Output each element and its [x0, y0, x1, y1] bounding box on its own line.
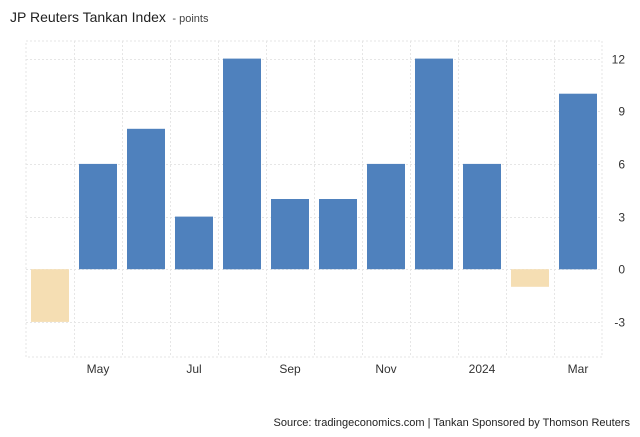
bar-mar[interactable]	[559, 93, 597, 270]
bar-may[interactable]	[79, 163, 117, 270]
bar-jun[interactable]	[127, 128, 165, 270]
y-tick-label: 12	[612, 53, 626, 67]
bar-nov[interactable]	[367, 163, 405, 270]
x-tick-label: 2024	[469, 362, 496, 376]
bar-feb[interactable]	[511, 269, 549, 287]
bar-dec[interactable]	[415, 58, 453, 270]
x-tick-label: May	[87, 362, 110, 376]
bar-jul[interactable]	[175, 216, 213, 270]
y-tick-label: 6	[618, 158, 625, 172]
axes: 12 9 6 3 0 -3 May Jul Sep Nov 2024 Mar	[87, 53, 626, 377]
y-tick-label: 3	[618, 211, 625, 225]
grid-lines	[25, 40, 603, 358]
source-note: Source: tradingeconomics.com | Tankan Sp…	[273, 417, 630, 429]
x-tick-label: Jul	[186, 362, 201, 376]
chart-title-row: JP Reuters Tankan Index - points	[10, 9, 208, 27]
y-tick-label: 9	[618, 105, 625, 119]
bar-oct[interactable]	[319, 199, 357, 270]
y-tick-label: -3	[614, 316, 625, 330]
x-tick-label: Sep	[279, 362, 301, 376]
y-tick-label: 0	[618, 263, 625, 277]
x-tick-label: Nov	[375, 362, 396, 376]
x-tick-label: Mar	[568, 362, 589, 376]
bar-2024[interactable]	[463, 163, 501, 270]
bars	[31, 58, 597, 322]
chart-subtitle: - points	[172, 13, 209, 25]
bar-sep[interactable]	[271, 199, 309, 270]
bar-apr[interactable]	[31, 269, 69, 322]
chart-title: JP Reuters Tankan Index	[10, 9, 166, 25]
bar-aug[interactable]	[223, 58, 261, 270]
